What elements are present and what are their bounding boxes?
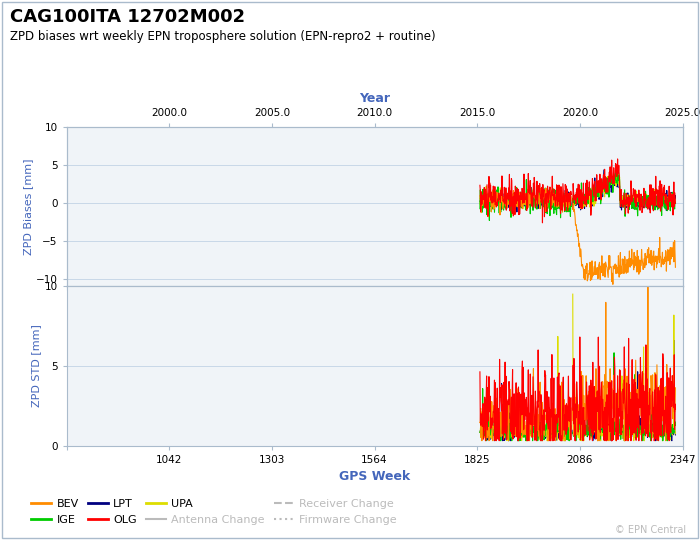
Legend: BEV, IGE, LPT, OLG, UPA, Antenna Change, Receiver Change, Firmware Change: BEV, IGE, LPT, OLG, UPA, Antenna Change,… — [27, 495, 401, 529]
X-axis label: GPS Week: GPS Week — [339, 470, 410, 483]
Text: CAG100ITA 12702M002: CAG100ITA 12702M002 — [10, 8, 246, 26]
Text: © EPN Central: © EPN Central — [615, 524, 686, 535]
X-axis label: Year: Year — [359, 92, 390, 105]
Y-axis label: ZPD STD [mm]: ZPD STD [mm] — [32, 325, 41, 407]
Y-axis label: ZPD Biases [mm]: ZPD Biases [mm] — [23, 158, 33, 255]
Text: ZPD biases wrt weekly EPN troposphere solution (EPN-repro2 + routine): ZPD biases wrt weekly EPN troposphere so… — [10, 30, 436, 43]
